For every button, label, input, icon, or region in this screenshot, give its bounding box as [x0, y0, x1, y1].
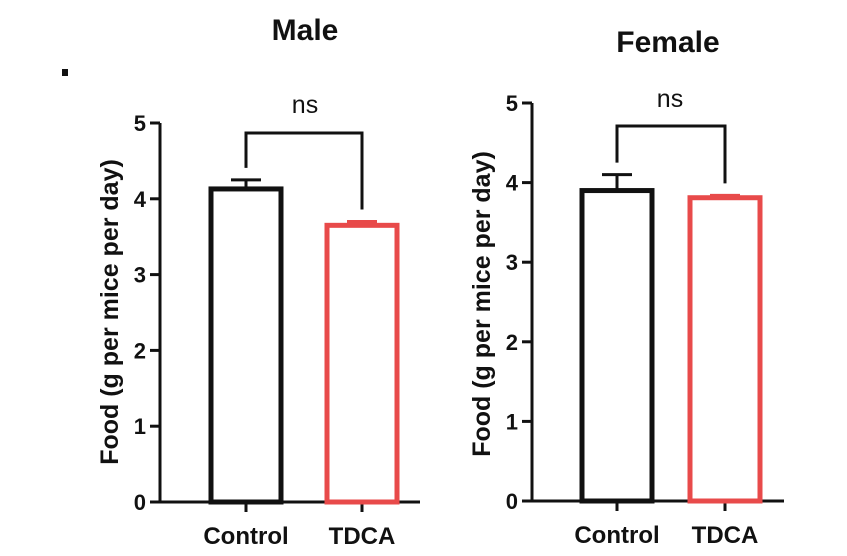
y-tick-label: 0 [506, 489, 518, 514]
y-ticks: 0 1 2 3 4 5 [506, 91, 519, 514]
significance-label: ns [292, 91, 318, 119]
y-axis-label: Food (g per mice per day) [468, 151, 496, 457]
x-tick-label: TDCA [329, 523, 396, 550]
y-tick-label: 3 [134, 263, 146, 288]
significance-bracket [615, 124, 727, 184]
x-tick-label: Control [574, 522, 659, 549]
x-categories: Control TDCA [574, 522, 758, 549]
bar [579, 188, 655, 504]
chart-title: Female [616, 26, 719, 59]
y-axis-label: Food (g per mice per day) [96, 159, 124, 465]
y-tick-label: 3 [506, 250, 518, 275]
y-tick-label: 2 [134, 338, 146, 363]
y-tick-label: 4 [134, 187, 147, 212]
x-tick-label: TDCA [692, 522, 759, 549]
y-tick-label: 5 [134, 111, 146, 136]
female-chart: Female Food (g per mice per day) 0 1 2 3… [468, 26, 784, 549]
y-tick-label: 1 [506, 409, 518, 434]
bar [208, 186, 284, 505]
y-tick-label: 2 [506, 330, 518, 355]
y-tick-label: 5 [506, 91, 518, 116]
significance-bracket [244, 131, 364, 210]
x-tick-label: Control [203, 523, 288, 550]
male-chart: Male Food (g per mice per day) 0 1 2 3 4… [96, 14, 420, 550]
bar [324, 222, 400, 505]
bar [687, 195, 763, 504]
chart-title: Male [272, 14, 339, 47]
y-ticks: 0 1 2 3 4 5 [134, 111, 147, 515]
x-categories: Control TDCA [203, 523, 395, 550]
y-tick-label: 0 [134, 490, 146, 515]
panel-marker [62, 69, 68, 76]
y-tick-label: 1 [134, 414, 146, 439]
y-tick-label: 4 [506, 171, 519, 196]
significance-label: ns [657, 85, 683, 113]
